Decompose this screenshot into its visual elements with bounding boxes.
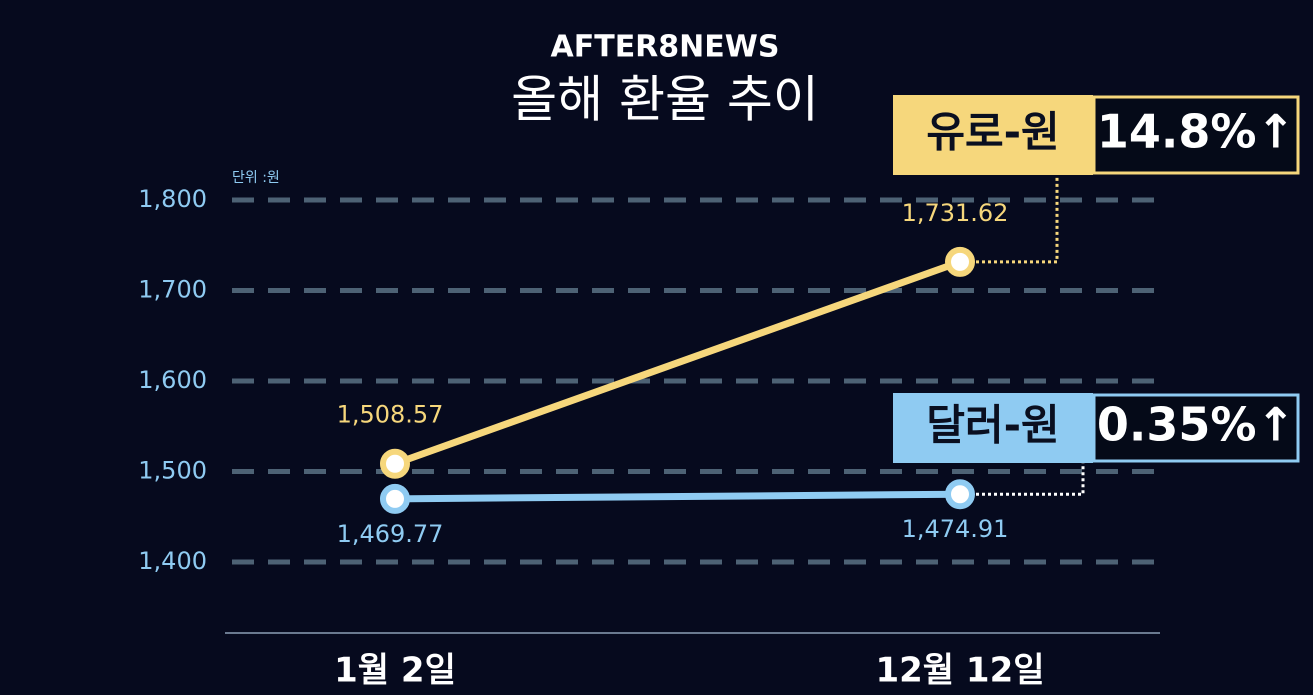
y-tick-label: 1,400 [138, 547, 207, 575]
y-tick-label: 1,800 [138, 185, 207, 213]
point [380, 483, 410, 514]
change-box [1092, 393, 1300, 463]
chart-title: 올해 환율 추이 [511, 71, 819, 129]
connector [976, 463, 1085, 496]
legend-label: 유로-원 [926, 108, 1059, 157]
point [380, 448, 410, 479]
legend-box [893, 393, 1093, 463]
change-label: 14.8%↑ [1097, 105, 1295, 159]
line [393, 258, 962, 468]
value-label: 1,469.77 [337, 520, 444, 548]
unit-label: 단위 :원 [232, 170, 280, 186]
connector [976, 175, 1059, 264]
y-tick-label: 1,700 [138, 276, 207, 304]
change-label: 0.35%↑ [1097, 398, 1295, 452]
legend-box [893, 95, 1093, 175]
value-label: 1,508.57 [337, 401, 444, 429]
brand: AFTER8NEWS [551, 30, 780, 65]
y-tick-label: 1,500 [138, 457, 207, 485]
change-box [1092, 95, 1300, 175]
x-tick-label: 1월 2일 [334, 651, 456, 691]
legend-label: 달러-원 [926, 401, 1059, 450]
point [945, 479, 975, 510]
value-label: 1,474.91 [902, 515, 1009, 543]
x-tick-label: 12월 12일 [875, 651, 1044, 691]
line [394, 490, 961, 503]
y-tick-label: 1,600 [138, 366, 207, 394]
value-label: 1,731.62 [902, 199, 1009, 227]
point [945, 246, 975, 277]
